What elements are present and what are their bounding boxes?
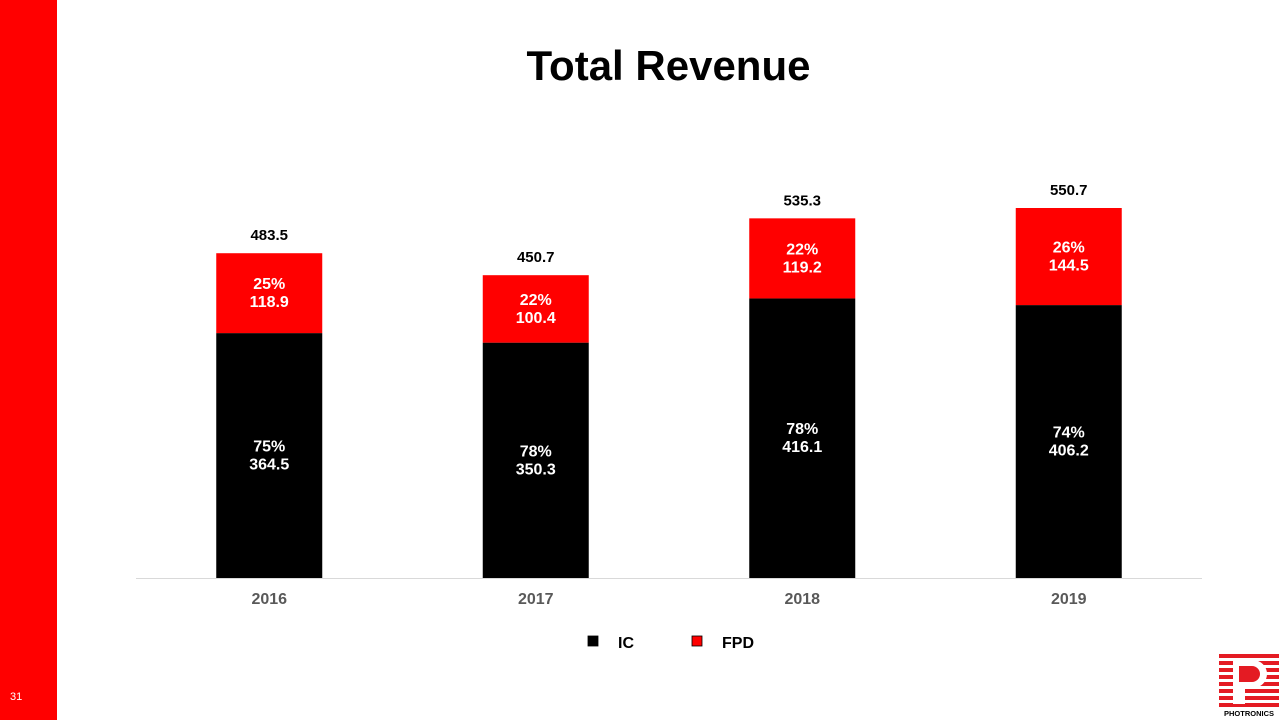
data-label-fpd-2018: 22% 119.2 (783, 241, 822, 276)
data-label-ic-2018: 78% 416.1 (782, 421, 822, 456)
legend-label-fpd: FPD (722, 635, 754, 652)
page-title: Total Revenue (526, 42, 811, 89)
bar-ic-2017 (482, 342, 589, 578)
data-label-ic-2019: 74% 406.2 (1049, 425, 1089, 460)
photronics-logo-icon: PHOTRONICS (1219, 654, 1279, 718)
x-tick-label-2019: 2019 (1051, 591, 1087, 608)
data-label-ic-2017: 78% 350.3 (516, 443, 556, 478)
data-label-fpd-2017: 22% 100.4 (516, 292, 556, 327)
total-label-2017: 450.7 (517, 249, 555, 266)
total-label-2018: 535.3 (783, 192, 821, 209)
x-tick-label-2018: 2018 (784, 591, 820, 608)
total-label-2016: 483.5 (250, 227, 288, 244)
bar-ic-2016 (216, 333, 323, 578)
legend-swatch-fpd (691, 635, 703, 647)
logo-text: PHOTRONICS (1224, 709, 1274, 718)
bar-ic-2018 (749, 298, 856, 578)
page-number: 31 (10, 691, 23, 703)
x-tick-label-2016: 2016 (251, 591, 287, 608)
legend-label-ic: IC (618, 635, 634, 652)
legend-swatch-ic (587, 635, 599, 647)
data-label-fpd-2016: 25% 118.9 (250, 276, 289, 311)
accent-sidebar (0, 0, 57, 720)
bar-ic-2019 (1015, 305, 1122, 578)
data-label-ic-2016: 75% 364.5 (249, 439, 289, 474)
x-tick-label-2017: 2017 (518, 591, 554, 608)
bar-fpd-2017 (482, 275, 589, 343)
bar-fpd-2019 (1015, 208, 1122, 306)
data-label-fpd-2019: 26% 144.5 (1049, 240, 1089, 275)
total-label-2019: 550.7 (1050, 182, 1088, 199)
bar-fpd-2016 (216, 253, 323, 334)
bar-fpd-2018 (749, 218, 856, 299)
